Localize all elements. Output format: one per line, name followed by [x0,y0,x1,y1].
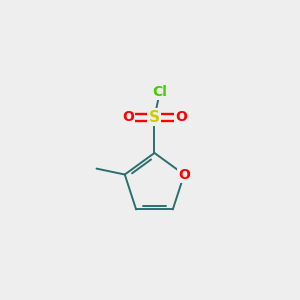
Text: S: S [149,110,160,125]
Text: O: O [175,110,187,124]
Text: O: O [178,167,190,182]
Text: Cl: Cl [152,85,167,99]
Text: O: O [122,110,134,124]
